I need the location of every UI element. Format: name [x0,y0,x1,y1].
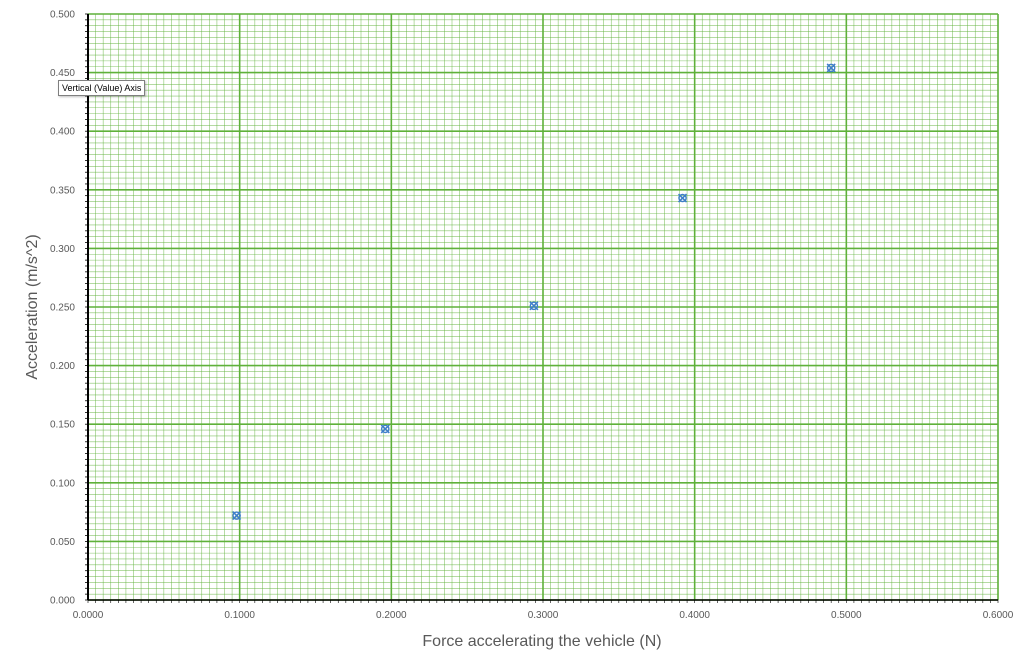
y-axis-title[interactable]: Acceleration (m/s^2) [24,234,41,379]
x-axis-title[interactable]: Force accelerating the vehicle (N) [422,633,661,650]
data-point[interactable] [232,511,242,521]
x-axis-tick-label[interactable]: 0.1000 [224,610,255,621]
data-point[interactable] [826,63,836,73]
data-series[interactable] [232,63,836,521]
data-point[interactable] [677,193,688,203]
data-point-cross [677,193,688,203]
y-axis-tick-label[interactable]: 0.400 [50,127,75,138]
y-axis-tick-label[interactable]: 0.100 [50,478,75,489]
x-axis-tick-label[interactable]: 0.3000 [528,610,559,621]
data-point[interactable] [529,301,539,311]
data-point-circle [380,424,390,434]
y-axis-tick-label[interactable]: 0.300 [50,244,75,255]
y-axis-tick-label[interactable]: 0.250 [50,303,75,314]
x-axis-tick-label[interactable]: 0.5000 [831,610,862,621]
y-axis-tick-label[interactable]: 0.200 [50,361,75,372]
x-axis-tick-label[interactable]: 0.0000 [73,610,104,621]
x-axis-tick-label[interactable]: 0.6000 [983,610,1014,621]
x-axis-tick-label[interactable]: 0.2000 [376,610,407,621]
data-point[interactable] [380,424,390,434]
x-axis-tick-label[interactable]: 0.4000 [679,610,710,621]
data-point-cross [529,301,539,311]
major-gridlines [87,13,999,601]
data-point-circle [529,301,539,311]
y-axis-tick-label[interactable]: 0.450 [50,68,75,79]
data-point-cross [232,511,242,521]
data-point-cross [380,424,390,434]
y-axis-tick-label[interactable]: 0.350 [50,185,75,196]
y-axis-tick-label[interactable]: 0.050 [50,537,75,548]
y-axis-tick-label[interactable]: 0.500 [50,10,75,21]
data-point-circle [232,511,241,520]
x-axis-tick-labels[interactable]: 0.0000 0.1000 0.2000 0.3000 0.4000 0.5000 0.60… [73,600,1014,621]
axis-tooltip: Vertical (Value) Axis [58,80,146,96]
data-point-cross [826,63,836,73]
y-axis-tick-label[interactable]: 0.150 [50,420,75,431]
data-point-circle [678,193,687,203]
data-point-circle [826,63,836,73]
y-axis-tick-label[interactable]: 0.000 [50,596,75,607]
